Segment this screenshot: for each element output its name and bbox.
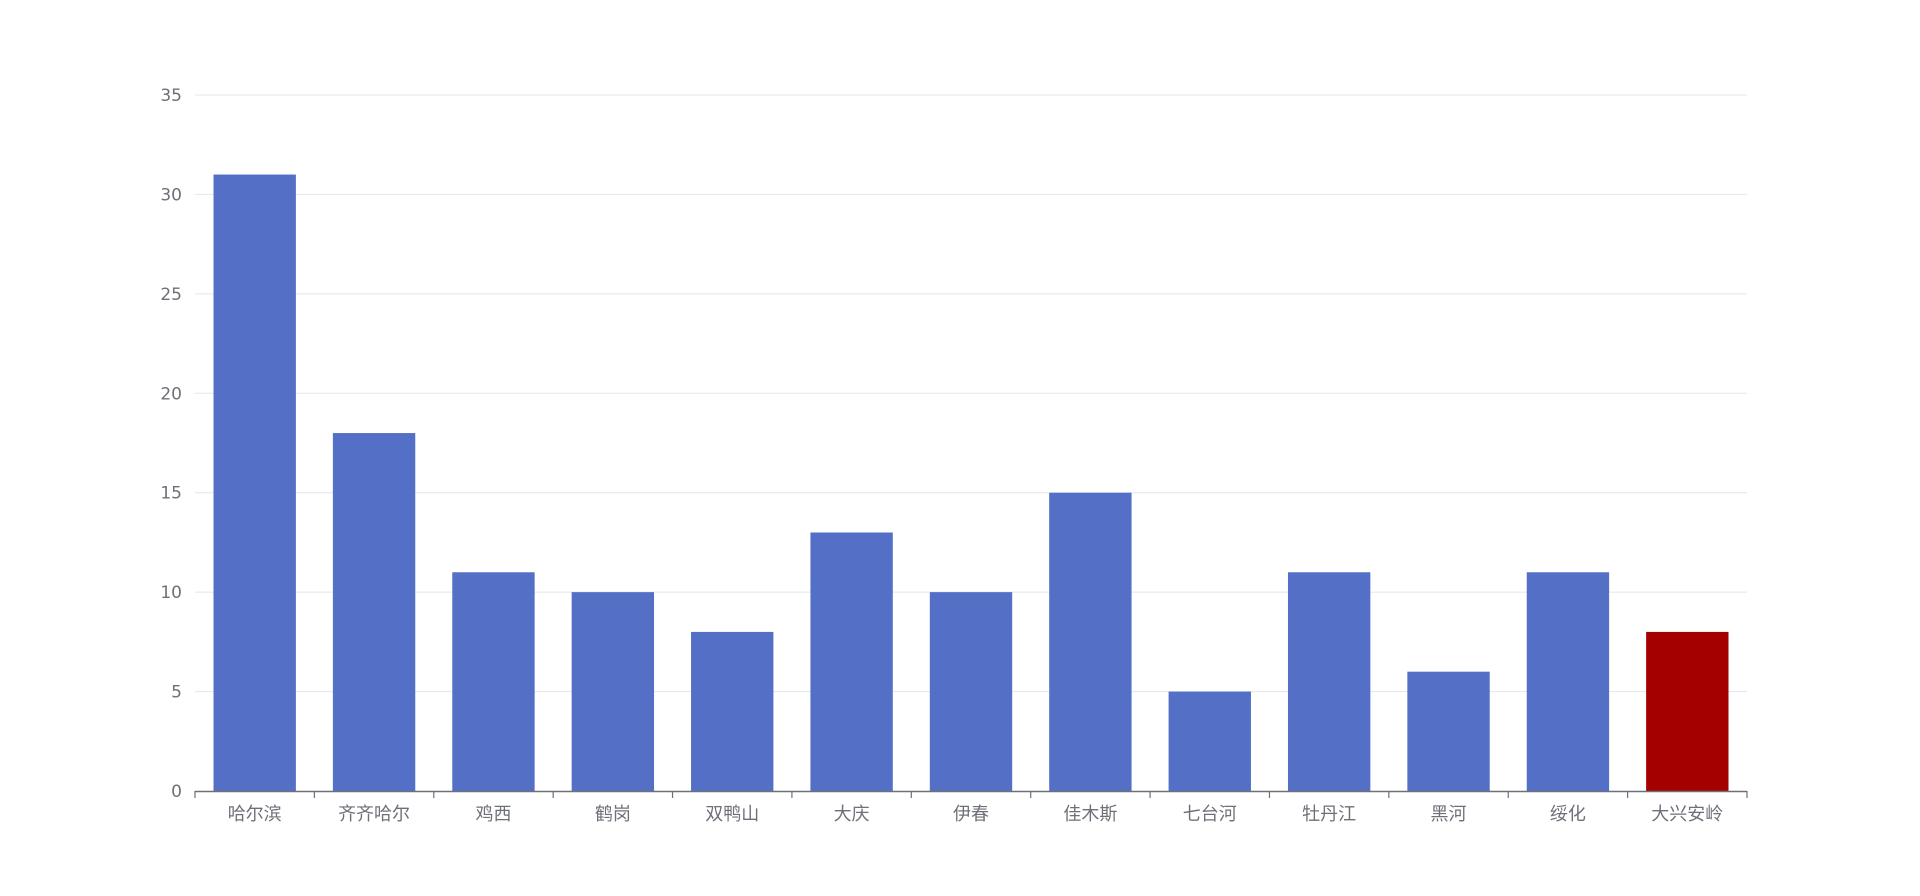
y-tick-label: 30 [160,185,182,205]
bar[interactable] [1049,492,1132,791]
bar[interactable] [691,631,774,791]
bar[interactable] [1646,631,1729,791]
x-tick-label: 七台河 [1183,804,1237,825]
x-tick-label: 牡丹江 [1302,804,1356,825]
y-tick-label: 20 [160,384,182,404]
bar[interactable] [1287,572,1371,791]
x-tick-label: 黑河 [1431,804,1467,825]
bar[interactable] [452,572,535,791]
bars [213,174,1729,792]
bar[interactable] [1526,572,1610,791]
x-tick-label: 绥化 [1550,804,1586,825]
x-tick-label: 鹤岗 [595,804,631,825]
x-tick-label: 佳木斯 [1063,804,1117,825]
y-tick-label: 35 [160,86,182,106]
y-tick-label: 15 [160,484,182,504]
x-tick-label: 大兴安岭 [1651,804,1723,825]
y-axis-labels: 0 5 10 15 20 25 30 35 [160,86,182,802]
bar[interactable] [1407,671,1490,791]
bar[interactable] [1168,691,1251,791]
y-tick-label: 10 [160,583,182,603]
x-tick-label: 鸡西 [475,804,511,825]
x-tick-label: 伊春 [953,804,989,825]
x-axis-labels: 哈尔滨 齐齐哈尔 鸡西 鹤岗 双鸭山 大庆 伊春 佳木斯 七台河 牡丹江 黑河 绥化 大兴安岭 [228,804,1724,825]
x-tick-label: 齐齐哈尔 [338,804,410,825]
bar[interactable] [213,174,296,792]
x-tick-label: 大庆 [834,804,870,825]
x-tick-label: 双鸭山 [705,804,759,825]
y-tick-label: 0 [171,782,182,802]
x-axis [194,790,1748,798]
bar[interactable] [332,433,416,791]
x-tick-label: 哈尔滨 [228,804,282,825]
y-tick-label: 25 [160,285,182,305]
bar[interactable] [571,592,655,791]
bar[interactable] [929,592,1013,791]
y-tick-label: 5 [171,683,182,703]
bar[interactable] [810,532,893,791]
